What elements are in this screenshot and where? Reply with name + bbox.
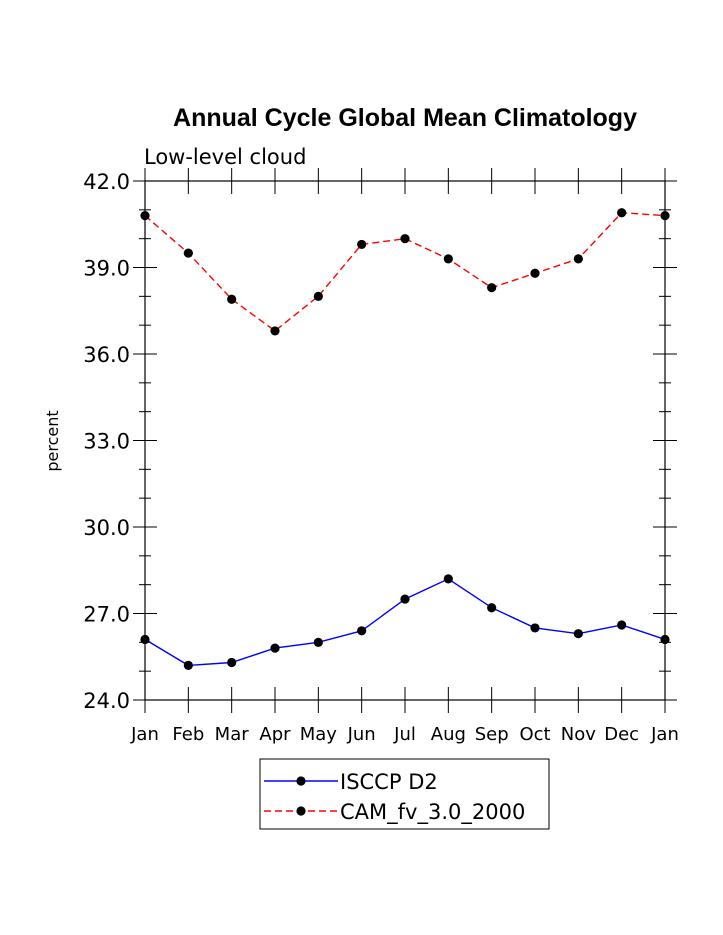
- data-point-0: [573, 629, 583, 639]
- data-point-1: [660, 211, 670, 221]
- plot-area: 24.0 27.0 30.0 33.0 36.0 39.0 42.0 Jan Feb Mar Apr…: [83, 168, 679, 745]
- plot-frame: [144, 180, 666, 701]
- x-tick-label: Apr: [259, 724, 291, 745]
- data-point-1: [400, 234, 410, 244]
- data-point-0: [660, 634, 670, 645]
- data-point-1: [227, 294, 237, 304]
- data-point-1: [313, 291, 323, 301]
- data-point-0: [487, 603, 497, 613]
- x-tick-label: Feb: [172, 724, 204, 745]
- legend-marker-1: [296, 806, 306, 816]
- x-tick-label: Dec: [604, 724, 639, 745]
- data-point-1: [140, 211, 150, 221]
- chart-title: Annual Cycle Global Mean Climatology: [173, 104, 637, 132]
- x-tick-label: Sep: [475, 724, 509, 745]
- data-point-1: [573, 254, 583, 264]
- chart-subtitle: Low-level cloud: [144, 145, 306, 169]
- y-tick-label: 36.0: [83, 343, 130, 367]
- x-tick-label: Oct: [519, 724, 550, 745]
- y-tick-label: 39.0: [83, 257, 130, 281]
- x-tick-label: Jul: [393, 724, 416, 745]
- y-tick-label: 27.0: [83, 603, 130, 627]
- x-tick-label: Jan: [130, 724, 159, 745]
- data-point-1: [530, 268, 540, 278]
- data-point-0: [140, 634, 150, 645]
- y-tick-label: 42.0: [83, 170, 130, 194]
- legend-marker-0: [296, 776, 306, 786]
- series-line-1: [144, 211, 666, 332]
- data-point-1: [357, 239, 367, 250]
- legend-box: [259, 758, 550, 830]
- legend: ISCCP D2 CAM_fv_3.0_2000: [259, 758, 550, 830]
- legend-label-0: ISCCP D2: [340, 770, 438, 794]
- x-tick-label: May: [300, 724, 338, 745]
- data-point-0: [443, 574, 453, 584]
- data-point-0: [530, 623, 540, 633]
- data-point-0: [357, 626, 367, 636]
- data-point-1: [487, 283, 497, 293]
- x-tick-label: Nov: [561, 724, 596, 745]
- data-point-1: [183, 248, 193, 258]
- data-point-0: [313, 637, 323, 647]
- data-point-1: [443, 254, 453, 264]
- y-tick-label: 30.0: [83, 516, 130, 540]
- x-tick-label: Jun: [347, 724, 376, 745]
- series-line-0: [144, 578, 666, 667]
- x-tick-label: Mar: [215, 724, 250, 745]
- data-point-0: [400, 594, 410, 604]
- data-point-1: [617, 208, 627, 218]
- legend-label-1: CAM_fv_3.0_2000: [340, 800, 525, 825]
- data-point-0: [227, 657, 237, 668]
- x-tick-label: Jan: [650, 724, 679, 745]
- x-tick-label: Aug: [431, 724, 466, 745]
- data-point-1: [270, 326, 280, 336]
- data-point-0: [270, 643, 280, 653]
- y-tick-label: 24.0: [83, 689, 130, 713]
- data-point-0: [183, 660, 193, 671]
- data-point-0: [617, 620, 627, 630]
- y-tick-label: 33.0: [83, 430, 130, 454]
- y-axis-label: percent: [43, 410, 62, 471]
